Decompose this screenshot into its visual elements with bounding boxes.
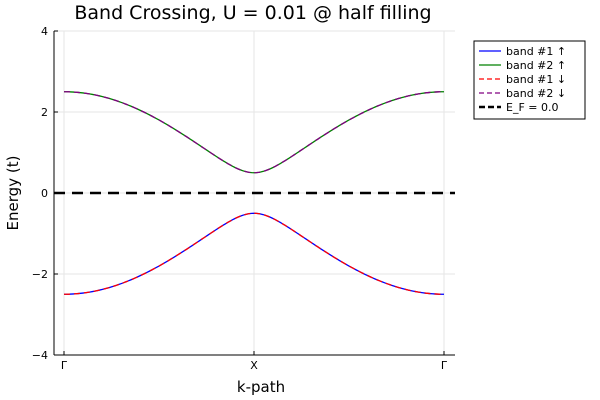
series-line-4 [63,91,445,174]
x-axis-label: k-path [237,378,285,396]
legend-label-4: band #2 ↓ [506,87,566,100]
legend-label-3: band #1 ↓ [506,73,566,86]
y-tick-label-2: 0 [41,187,48,200]
legend-label-1: band #1 ↑ [506,45,566,58]
y-axis-label: Energy (t) [4,156,22,231]
legend-label-2: band #2 ↑ [506,59,566,72]
chart-title: Band Crossing, U = 0.01 @ half filling [74,2,431,24]
y-tick-label-1: −2 [32,268,48,281]
y-tick-label-4: 4 [41,25,48,38]
series-line-3 [63,212,445,295]
legend-label-5: E_F = 0.0 [506,101,558,114]
x-tick-label-0: Γ [61,359,68,372]
legend: band #1 ↑band #2 ↑band #1 ↓band #2 ↓E_F … [473,40,586,120]
series-lines [54,91,455,295]
y-tick-label-3: 2 [41,106,48,119]
x-tick-label-2: Γ [441,359,448,372]
x-tick-label-1: X [250,359,258,372]
y-tick-label-0: −4 [32,349,48,362]
tick-labels: −4 −2 0 2 4 Γ X Γ [32,25,448,372]
